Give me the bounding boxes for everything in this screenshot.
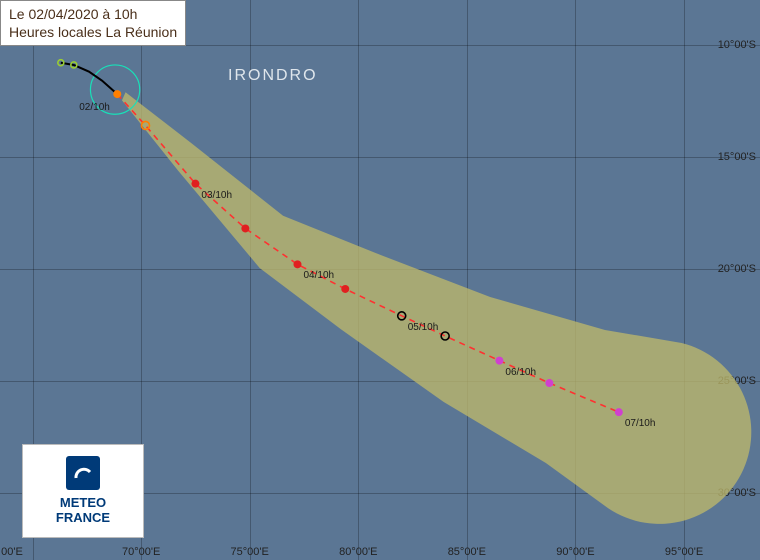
track-point-label: 07/10h	[625, 418, 656, 429]
track-point	[615, 408, 623, 416]
cyclone-track-map: 00'E70°00'E75°00'E80°00'E85°00'E90°00'E9…	[0, 0, 760, 560]
meteo-france-logo: METEOFRANCE	[22, 444, 144, 538]
timestamp-line1: Le 02/04/2020 à 10h	[9, 5, 177, 23]
track-point-label: 03/10h	[201, 190, 232, 201]
track-point	[495, 357, 503, 365]
track-point-label: 06/10h	[505, 367, 536, 378]
uncertainty-cone	[122, 92, 751, 524]
past-track-line	[61, 63, 117, 94]
logo-text-line1: METEO	[56, 496, 110, 511]
track-point	[191, 180, 199, 188]
timestamp-line2: Heures locales La Réunion	[9, 23, 177, 41]
storm-name: IRONDRO	[228, 67, 318, 85]
track-point	[293, 260, 301, 268]
track-point-label: 02/10h	[79, 102, 110, 113]
logo-text-line2: FRANCE	[56, 511, 110, 526]
logo-icon	[66, 456, 100, 490]
timestamp-box: Le 02/04/2020 à 10hHeures locales La Réu…	[0, 0, 186, 46]
track-point-label: 05/10h	[408, 322, 439, 333]
track-point-label: 04/10h	[303, 270, 334, 281]
track-point	[341, 285, 349, 293]
track-point	[113, 90, 121, 98]
track-point	[241, 224, 249, 232]
track-point	[545, 379, 553, 387]
